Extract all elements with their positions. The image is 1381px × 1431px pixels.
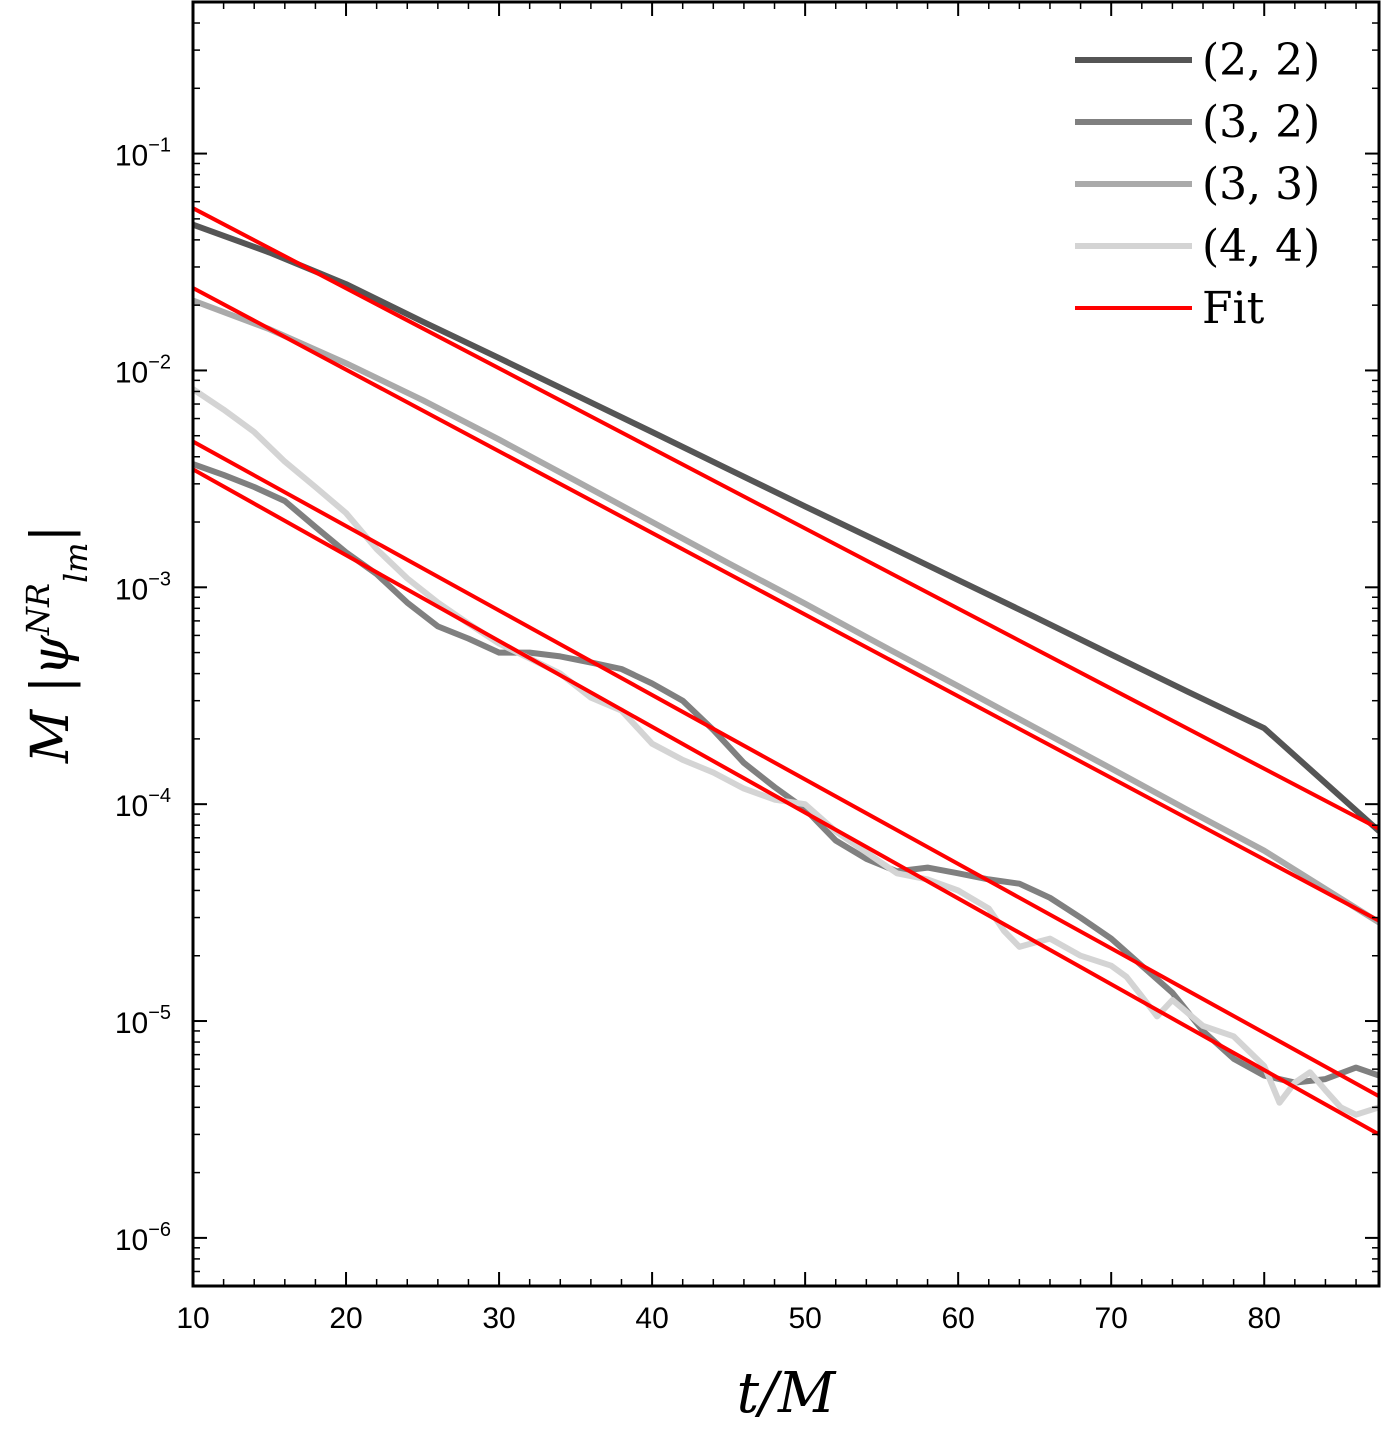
y-axis-title-sup: NR <box>19 583 57 636</box>
series-line-2 <box>193 461 1379 1086</box>
series-layer <box>193 221 1379 1118</box>
y-tick-label: 10−4 <box>115 785 171 823</box>
y-tick-label: 10−2 <box>115 351 171 389</box>
fit-line-4 <box>193 467 1379 1137</box>
y-axis-title-suffix: | <box>21 525 81 543</box>
y-axis-title-prefix: M |ψ <box>21 634 81 764</box>
legend-label: (3, 3) <box>1202 159 1320 210</box>
y-tick-label: 10−6 <box>115 1219 171 1257</box>
legend-label: (2, 2) <box>1202 35 1320 86</box>
legend-label: (3, 2) <box>1202 97 1320 148</box>
fit-line-3 <box>193 439 1379 1098</box>
series-line-1 <box>193 221 1379 834</box>
series-line-4 <box>193 386 1379 1118</box>
y-tick-label: 10−5 <box>115 1002 171 1040</box>
legend-label: (4, 4) <box>1202 221 1320 272</box>
x-tick-label: 70 <box>1095 1302 1128 1335</box>
y-tick-labels: 10−6 10−5 10−4 10−3 10−2 10−1 <box>115 135 171 1257</box>
y-tick-label: 10−1 <box>115 135 171 173</box>
legend-label: Fit <box>1202 283 1265 334</box>
x-tick-label: 20 <box>329 1302 362 1335</box>
tick-layer <box>192 1 1379 1287</box>
fit-layer <box>193 206 1379 1137</box>
fit-line-1 <box>193 206 1379 831</box>
x-tick-labels: 10 20 30 40 50 60 70 80 <box>176 1302 1281 1335</box>
y-axis-title-sub: lm <box>57 542 95 583</box>
legend: (2, 2) (3, 2) (3, 3) (4, 4) Fit <box>1075 35 1320 334</box>
series-line-3 <box>193 297 1379 926</box>
x-tick-label: 10 <box>176 1302 209 1335</box>
x-axis-title: t/M <box>737 1361 837 1426</box>
x-tick-label: 40 <box>635 1302 668 1335</box>
x-tick-label: 60 <box>941 1302 974 1335</box>
plot-frame <box>191 0 1381 1288</box>
x-tick-label: 80 <box>1248 1302 1281 1335</box>
x-tick-label: 50 <box>788 1302 821 1335</box>
y-tick-label: 10−3 <box>115 568 171 606</box>
fit-line-2 <box>193 286 1379 923</box>
x-tick-label: 30 <box>482 1302 515 1335</box>
y-axis-title: M |ψNRlm| <box>19 525 95 764</box>
